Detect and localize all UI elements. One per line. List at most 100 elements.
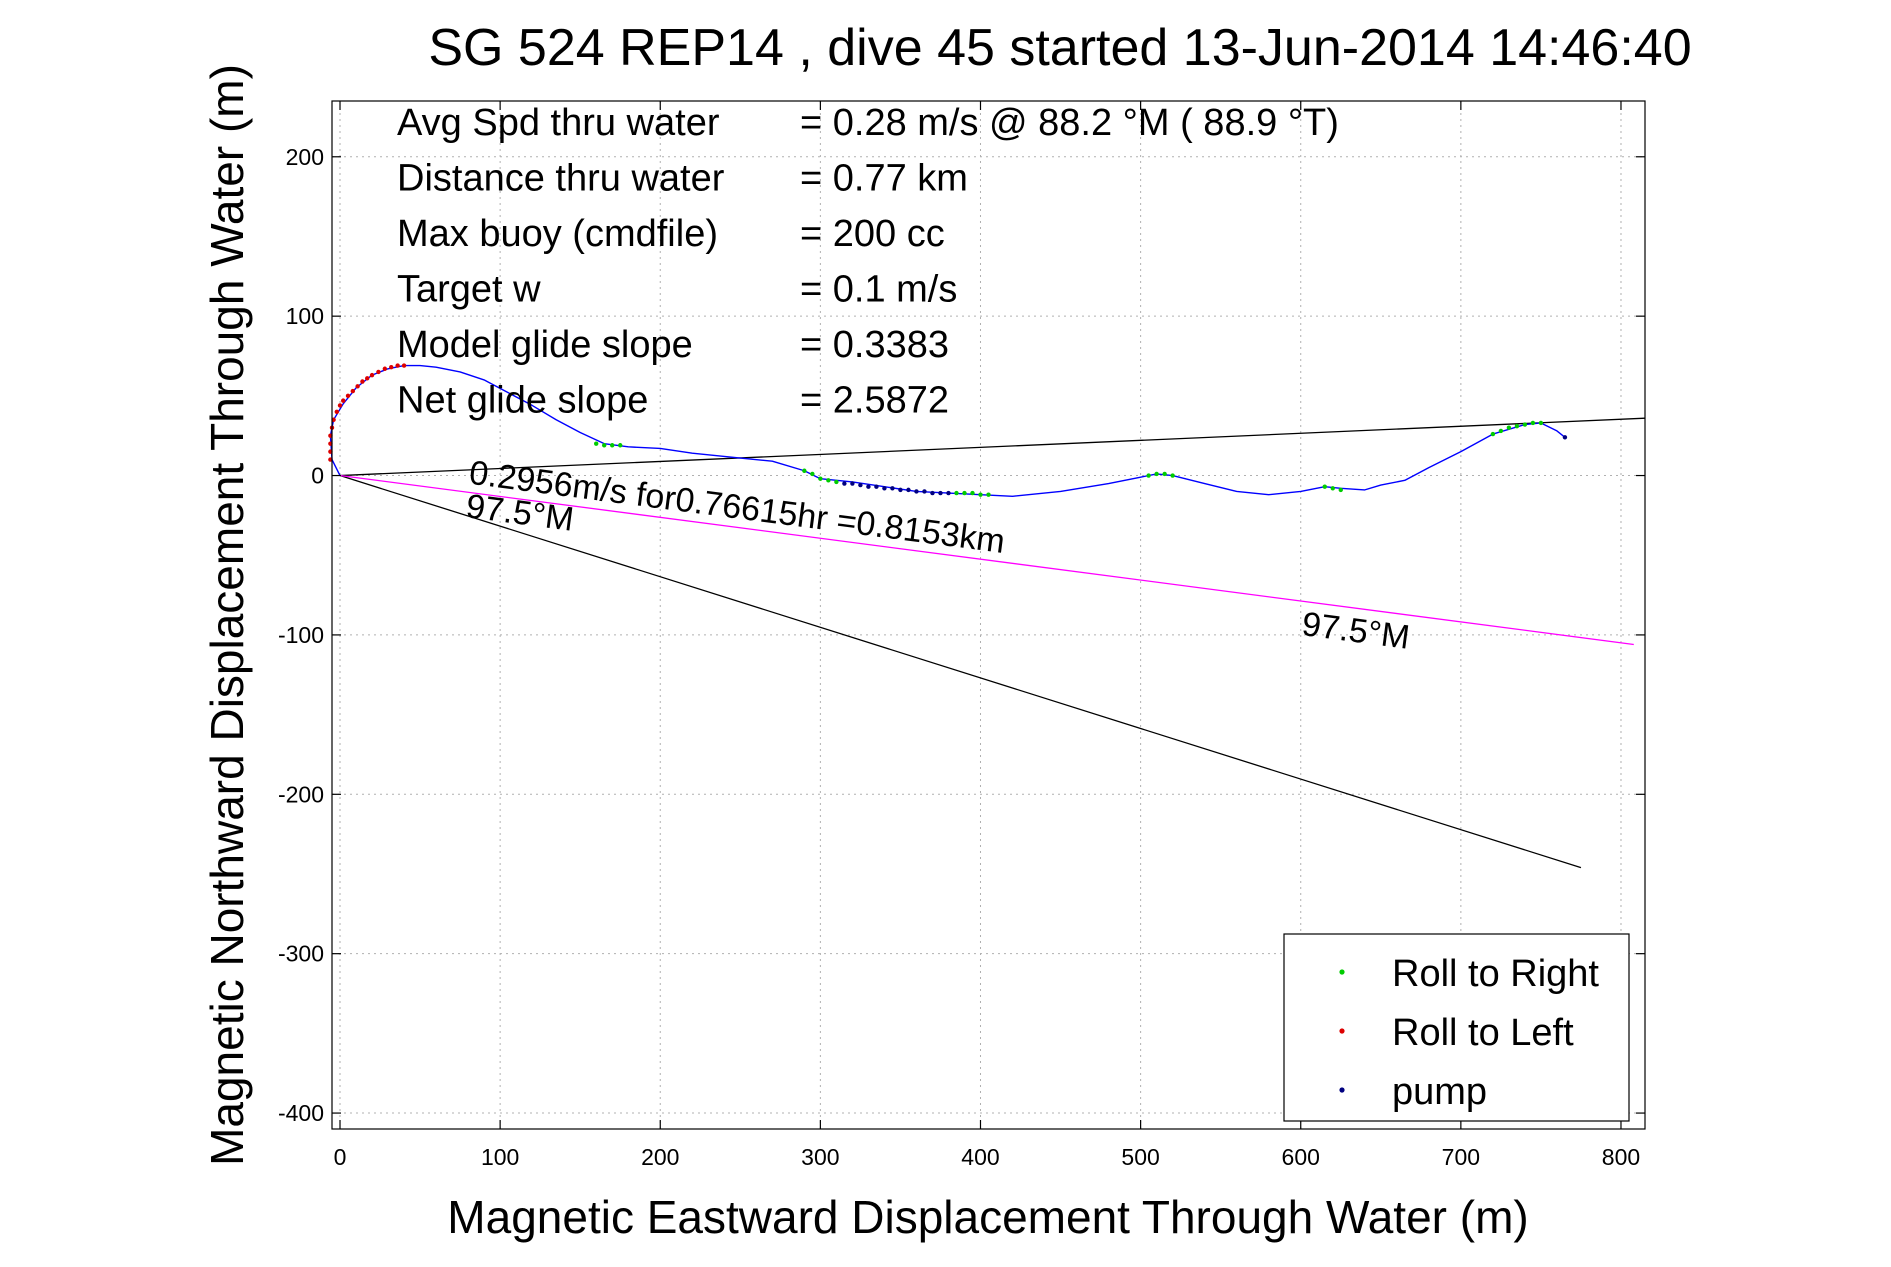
series-2-point-7 xyxy=(898,487,903,493)
reference-line-1 xyxy=(339,474,1582,869)
x-tick-label-1: 100 xyxy=(481,1144,519,1170)
chart-title: SG 524 REP14 , dive 45 started 13-Jun-20… xyxy=(428,19,1691,77)
series-0-point-15 xyxy=(1154,471,1159,477)
series-2-point-5 xyxy=(882,486,887,491)
series-0-point-16 xyxy=(1162,471,1167,477)
info-label-1: Distance thru water xyxy=(397,158,725,200)
series-1-point-12 xyxy=(360,379,365,384)
y-tick-label-0: -400 xyxy=(278,1100,324,1126)
series-0-point-17 xyxy=(1170,473,1175,478)
legend-marker-1 xyxy=(1339,1028,1345,1034)
series-1-point-18 xyxy=(395,363,400,368)
series-0-point-1 xyxy=(602,443,607,448)
y-tick-label-5: 100 xyxy=(286,303,324,329)
series-0-point-5 xyxy=(810,471,815,477)
series-2-point-10 xyxy=(922,489,927,494)
series-1-point-9 xyxy=(345,393,351,399)
series-0-point-2 xyxy=(610,443,615,448)
x-tick-label-4: 400 xyxy=(961,1144,999,1170)
series-1-point-13 xyxy=(365,376,370,381)
series-2-point-1 xyxy=(850,481,855,486)
series-0-point-9 xyxy=(954,490,959,496)
series-0-point-12 xyxy=(978,492,983,497)
info-value-2: = 200 cc xyxy=(800,213,945,255)
x-tick-label-5: 500 xyxy=(1121,1144,1159,1170)
x-tick-label-3: 300 xyxy=(801,1144,839,1170)
series-2-point-8 xyxy=(906,487,911,493)
y-axis-label: Magnetic Northward Displacement Through … xyxy=(201,64,253,1166)
legend: Roll to Right Roll to Left pump xyxy=(1283,933,1630,1122)
info-label-0: Avg Spd thru water xyxy=(397,102,720,144)
y-tick-label-2: -200 xyxy=(278,781,324,807)
series-1-point-7 xyxy=(337,403,343,408)
info-label-3: Target w xyxy=(397,269,541,311)
x-tick-label-7: 700 xyxy=(1442,1144,1480,1170)
series-0-point-11 xyxy=(970,490,975,496)
info-value-4: = 0.3383 xyxy=(800,324,949,366)
info-label-5: Net glide slope xyxy=(397,380,648,422)
x-tick-label-0: 0 xyxy=(334,1144,347,1170)
series-0-point-14 xyxy=(1146,473,1151,478)
legend-entry-0: Roll to Right xyxy=(1392,953,1599,995)
series-2-point-6 xyxy=(890,486,895,491)
series-1-point-8 xyxy=(341,398,346,403)
info-label-2: Max buoy (cmdfile) xyxy=(397,213,718,255)
series-0-point-26 xyxy=(1530,420,1536,426)
series-2-point-13 xyxy=(946,490,951,496)
legend-marker-0 xyxy=(1339,969,1345,975)
y-tick-label-1: -300 xyxy=(278,941,324,967)
series-1-point-15 xyxy=(376,369,381,375)
series-2-point-11 xyxy=(930,490,935,496)
info-value-3: = 0.1 m/s xyxy=(800,269,957,311)
y-tick-label-6: 200 xyxy=(286,144,324,170)
series-0-point-27 xyxy=(1538,420,1544,426)
series-0-point-7 xyxy=(826,478,831,483)
x-tick-label-6: 600 xyxy=(1282,1144,1320,1170)
info-value-0: = 0.28 m/s @ 88.2 °M ( 88.9 °T) xyxy=(800,102,1339,144)
series-2-point-4 xyxy=(874,484,879,489)
plot-frame xyxy=(331,100,1646,1130)
series-2-point-14 xyxy=(1562,435,1568,440)
glider-track-line xyxy=(329,364,1566,497)
x-tick-label-2: 200 xyxy=(641,1144,679,1170)
legend-entry-2: pump xyxy=(1392,1071,1487,1113)
annotation-layer: 0.2956m/s for0.76615hr =0.8153km97.5°M97… xyxy=(464,454,1412,657)
info-label-4: Model glide slope xyxy=(397,324,693,366)
info-value-5: = 2.5872 xyxy=(800,380,949,422)
series-1-point-14 xyxy=(369,372,375,378)
series-2-point-12 xyxy=(938,490,943,496)
series-0-point-21 xyxy=(1490,431,1496,437)
series-1-point-10 xyxy=(350,388,356,394)
series-0-point-13 xyxy=(986,492,991,497)
series-0-point-0 xyxy=(594,441,599,446)
series-2-point-0 xyxy=(842,481,847,486)
series-1-point-6 xyxy=(334,409,340,414)
info-block: Avg Spd thru water = 0.28 m/s @ 88.2 °M (… xyxy=(397,102,1339,422)
series-0-point-25 xyxy=(1522,422,1528,427)
series-0-point-19 xyxy=(1330,486,1335,491)
series-1-point-17 xyxy=(389,364,394,370)
x-axis-label: Magnetic Eastward Displacement Through W… xyxy=(447,1191,1528,1243)
legend-marker-2 xyxy=(1339,1087,1345,1093)
y-tick-label-3: -100 xyxy=(278,622,324,648)
series-1-point-16 xyxy=(382,366,388,371)
series-0-point-20 xyxy=(1338,487,1343,493)
series-0-point-6 xyxy=(818,476,823,481)
legend-entry-1: Roll to Left xyxy=(1392,1012,1574,1054)
reference-line-0 xyxy=(339,417,1646,477)
reference-line-2 xyxy=(339,474,1634,646)
x-tick-label-8: 800 xyxy=(1602,1144,1640,1170)
info-value-1: = 0.77 km xyxy=(800,158,968,200)
series-1-point-11 xyxy=(355,384,360,389)
series-2-point-9 xyxy=(914,489,919,494)
series-0-point-18 xyxy=(1322,484,1327,489)
series-1-point-19 xyxy=(401,363,407,368)
series-0-point-3 xyxy=(618,443,623,448)
reference-lines-layer xyxy=(339,417,1646,869)
series-0-point-10 xyxy=(962,490,967,496)
series-0-point-4 xyxy=(802,468,807,473)
tick-layer: 0 100 200 300 400 500 600 700 800 -400 -300 -200 -10… xyxy=(278,101,1645,1170)
series-0-point-24 xyxy=(1514,423,1520,429)
